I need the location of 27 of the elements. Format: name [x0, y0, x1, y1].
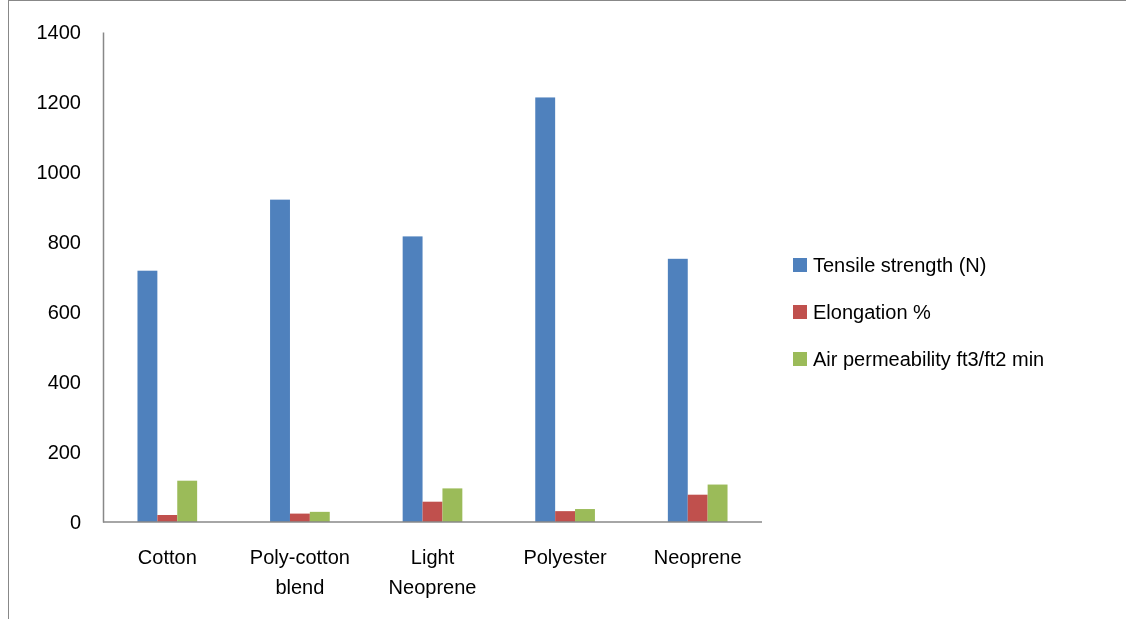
y-tick-label: 1400	[36, 20, 81, 43]
legend-label: Tensile strength (N)	[813, 254, 987, 276]
bar	[707, 484, 728, 522]
y-tick-label: 1200	[36, 90, 81, 113]
bar	[177, 480, 198, 522]
bar	[402, 236, 423, 522]
y-tick-label: 1000	[36, 160, 81, 183]
y-tick-label: 800	[47, 230, 81, 253]
bar	[687, 494, 708, 522]
bar	[575, 509, 595, 522]
bar	[535, 97, 556, 522]
bar	[442, 488, 463, 522]
y-tick-label: 400	[47, 370, 81, 393]
x-tick-label: Light Neoprene	[388, 546, 477, 598]
bar	[137, 270, 158, 522]
y-tick-label: 200	[47, 440, 81, 463]
x-tick-label: Neoprene	[653, 546, 742, 568]
bar	[555, 511, 576, 522]
bar	[270, 199, 290, 522]
y-tick-label: 0	[69, 510, 81, 533]
y-tick-label: 600	[47, 300, 81, 323]
x-tick-label: Poly-cotton blend	[249, 546, 350, 598]
legend-label: Elongation %	[813, 301, 932, 323]
bar	[667, 258, 688, 522]
legend-label: Air permeability ft3/ft2 min	[813, 348, 1045, 370]
x-tick-label: Cotton	[137, 546, 197, 568]
x-tick-label: Polyester	[523, 546, 608, 568]
